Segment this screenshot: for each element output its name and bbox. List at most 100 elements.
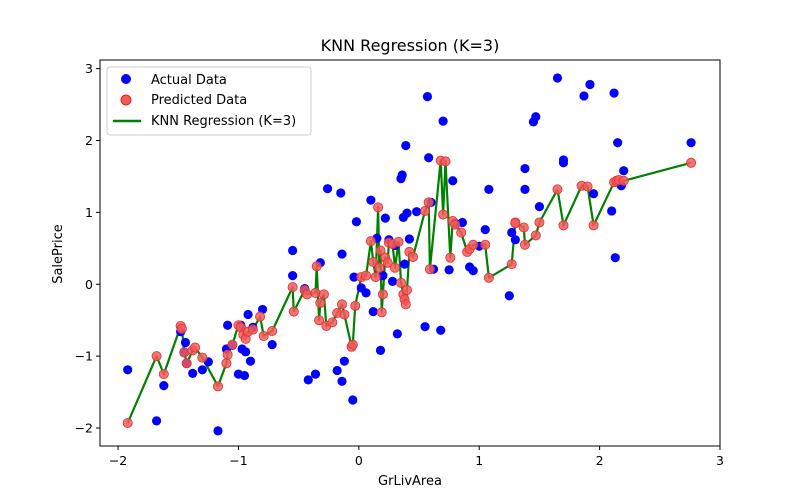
predicted-data-point — [420, 205, 431, 216]
actual-data-point — [520, 184, 530, 194]
predicted-points-layer — [122, 155, 697, 428]
actual-data-point — [380, 213, 390, 223]
actual-data-point — [610, 253, 620, 263]
predicted-data-point — [506, 259, 517, 270]
y-tick-label: −1 — [75, 349, 93, 364]
predicted-data-point — [318, 289, 329, 300]
predicted-data-point — [350, 300, 361, 311]
x-tick-label: −1 — [229, 453, 247, 468]
predicted-data-point — [373, 202, 384, 213]
predicted-data-point — [255, 311, 266, 322]
predicted-data-point — [181, 358, 192, 369]
predicted-data-point — [408, 251, 419, 262]
predicted-data-point — [582, 181, 593, 192]
actual-data-point — [507, 227, 517, 238]
predicted-data-point — [393, 236, 404, 247]
actual-data-point — [686, 138, 696, 148]
y-tick-label: 2 — [85, 133, 93, 148]
actual-data-point — [448, 176, 458, 186]
actual-data-point — [387, 276, 398, 286]
x-tick-label: 0 — [355, 453, 363, 468]
y-tick-label: 1 — [85, 205, 93, 220]
predicted-data-point — [368, 256, 379, 267]
actual-data-point — [579, 91, 589, 101]
predicted-data-point — [450, 219, 461, 230]
x-axis-ticks: −2 −1 0 1 2 3 — [109, 446, 724, 468]
predicted-data-point — [267, 325, 278, 336]
actual-data-point — [213, 426, 223, 436]
y-tick-label: 3 — [85, 61, 93, 76]
actual-data-point — [520, 163, 530, 174]
plot-area — [99, 59, 721, 447]
predicted-data-point — [287, 282, 298, 293]
predicted-data-point — [221, 358, 232, 369]
actual-data-point — [151, 416, 162, 426]
predicted-data-point — [288, 306, 299, 317]
x-tick-label: −2 — [109, 453, 127, 468]
legend-marker-predicted — [120, 94, 132, 106]
predicted-data-point — [382, 257, 393, 268]
actual-data-point — [243, 309, 253, 320]
actual-data-point — [241, 347, 251, 357]
predicted-data-point — [438, 209, 449, 220]
actual-data-point — [368, 306, 378, 317]
predicted-data-point — [151, 351, 162, 362]
predicted-data-point — [336, 299, 347, 310]
predicted-data-point — [197, 352, 208, 363]
predicted-data-point — [347, 339, 358, 350]
predicted-data-point — [395, 277, 406, 288]
predicted-data-point — [423, 197, 434, 208]
actual-data-point — [480, 225, 490, 235]
chart-title: KNN Regression (K=3) — [321, 36, 500, 55]
actual-data-point — [366, 195, 376, 205]
actual-data-point — [349, 272, 359, 282]
predicted-data-point — [222, 349, 233, 360]
actual-data-point — [531, 112, 541, 122]
legend-label-predicted: Predicted Data — [151, 93, 247, 108]
legend-label-actual: Actual Data — [151, 73, 227, 88]
predicted-data-point — [456, 227, 467, 238]
predicted-data-point — [618, 175, 629, 186]
actual-data-point — [504, 291, 514, 301]
actual-data-point — [585, 79, 595, 90]
predicted-data-point — [227, 339, 238, 350]
actual-data-point — [484, 184, 494, 194]
predicted-data-point — [315, 297, 326, 308]
actual-data-point — [588, 189, 599, 199]
predicted-data-point — [310, 287, 321, 298]
actual-data-point — [510, 235, 520, 245]
actual-data-point — [397, 170, 407, 180]
predicted-data-point — [530, 230, 541, 241]
predicted-data-point — [480, 239, 491, 250]
y-axis-ticks: −2 −1 0 1 2 3 — [75, 61, 100, 436]
legend: Actual Data Predicted Data KNN Regressio… — [106, 66, 312, 136]
y-tick-label: 0 — [85, 277, 93, 292]
predicted-data-point — [361, 270, 372, 281]
actual-data-point — [123, 365, 133, 375]
actual-data-point — [180, 337, 191, 348]
legend-box — [106, 66, 312, 136]
actual-data-point — [613, 138, 623, 148]
predicted-data-point — [365, 236, 376, 247]
predicted-data-point — [370, 272, 381, 283]
predicted-data-point — [510, 218, 521, 229]
actual-data-point — [348, 395, 358, 405]
predicted-data-point — [212, 381, 223, 392]
actual-data-point — [245, 356, 256, 366]
predicted-data-point — [179, 347, 190, 358]
predicted-data-point — [588, 220, 599, 231]
x-tick-label: 3 — [716, 453, 724, 468]
actual-data-point — [310, 369, 321, 379]
predicted-data-point — [534, 217, 545, 228]
actual-data-point — [619, 166, 629, 176]
actual-data-point — [438, 116, 448, 126]
predicted-data-point — [327, 317, 338, 328]
plot-frame — [99, 59, 721, 447]
actual-data-point — [552, 73, 563, 83]
predicted-data-point — [518, 222, 529, 233]
predicted-data-point — [686, 157, 697, 168]
actual-data-point — [223, 320, 233, 330]
predicted-data-point — [375, 245, 386, 256]
predicted-data-point — [339, 309, 350, 320]
predicted-data-point — [445, 252, 456, 263]
